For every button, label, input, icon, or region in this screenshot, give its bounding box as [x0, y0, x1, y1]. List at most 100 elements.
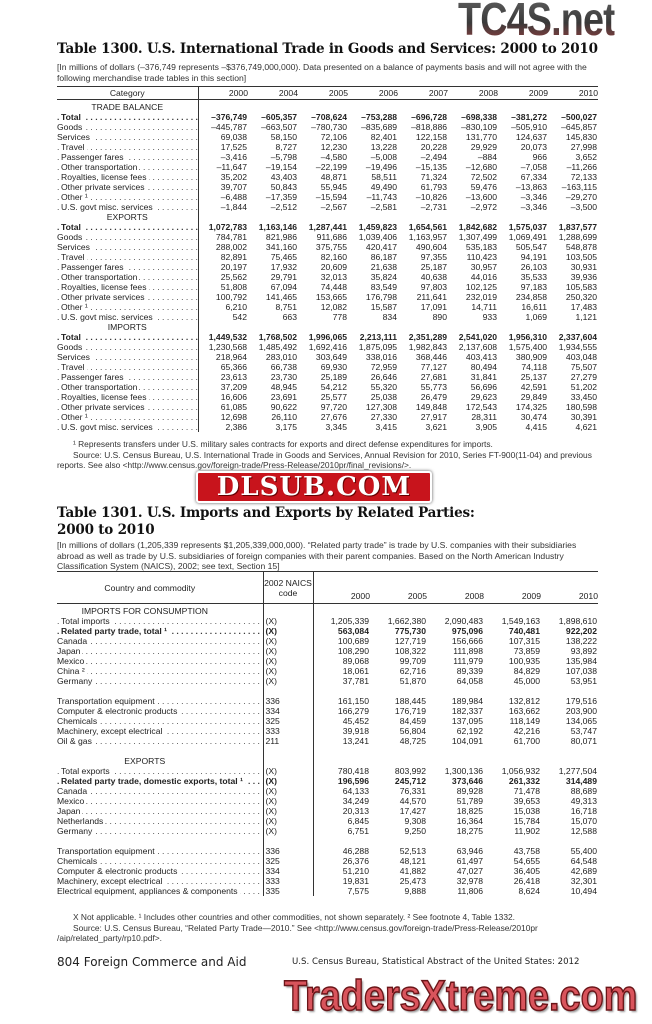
value-cell: 16,611 — [521, 302, 547, 312]
value-cell: 75,465 — [270, 252, 297, 262]
table-row: Other private services 39,707 50,843 55,945… — [57, 182, 598, 192]
value-cell: 107,038 — [565, 666, 597, 676]
value-cell: 375,755 — [315, 242, 347, 252]
value-cell: 16,718 — [570, 806, 597, 816]
table-row: Germany (X) 6,751 9,250 18,275 11,902 12,588 — [57, 826, 598, 836]
value-cell: 51,808 — [220, 282, 247, 292]
section-heading: IMPORTS — [57, 322, 199, 332]
value-cell: 45,452 — [342, 716, 369, 726]
value-cell: 663 — [282, 312, 297, 322]
value-cell: 67,094 — [270, 282, 297, 292]
value-cell: 97,720 — [320, 402, 347, 412]
value-cell: 100,935 — [508, 656, 540, 666]
value-cell: –3,346 — [520, 192, 547, 202]
row-label-text: Other private services — [61, 292, 147, 302]
value-cell: 1,121 — [575, 312, 597, 322]
empty-cell — [348, 322, 398, 332]
value-cell: 137,095 — [451, 716, 483, 726]
page-number-section: 804 Foreign Commerce and Aid — [57, 955, 247, 969]
table-row: Goods 784,781 821,986 911,686 1,039,406 1,163… — [57, 232, 598, 242]
value-cell: 63,946 — [456, 846, 483, 856]
value-cell: 890 — [432, 312, 447, 322]
value-cell: 83,549 — [370, 282, 397, 292]
value-cell: 32,978 — [456, 876, 483, 886]
row-label-text: Other private services — [61, 402, 147, 412]
empty-cell — [541, 604, 598, 617]
value-cell: 84,829 — [513, 666, 540, 676]
value-cell: 563,084 — [337, 626, 369, 636]
value-cell: –663,507 — [261, 122, 297, 132]
table-row: Royalties, license fees 16,606 23,691 25,57… — [57, 392, 598, 402]
value-cell: –3,500 — [570, 202, 597, 212]
value-cell: 132,812 — [508, 696, 540, 706]
value-cell: 30,391 — [570, 412, 597, 422]
table-row: Machinery, except electrical 333 19,831 25,… — [57, 876, 598, 886]
section-heading: EXPORTS — [57, 756, 264, 766]
value-cell: 3,621 — [425, 422, 447, 432]
naics-code: 333 — [263, 726, 314, 736]
value-cell: 288,002 — [215, 242, 247, 252]
value-cell: 20,609 — [320, 262, 347, 272]
value-cell: 35,824 — [370, 272, 397, 282]
table-row: U.S. govt misc. services 2,386 3,175 3,345 3… — [57, 422, 598, 432]
value-cell: 12,588 — [570, 826, 597, 836]
value-cell: 25,038 — [370, 392, 397, 402]
naics-code: 336 — [263, 846, 314, 856]
value-cell: 35,533 — [520, 272, 547, 282]
row-label-text: Oil & gas — [57, 736, 94, 746]
value-cell: 341,160 — [265, 242, 297, 252]
table-row: U.S. govt misc. services –1,844 –2,512 –2,5… — [57, 202, 598, 212]
table-row: Total exports (X) 780,418 803,992 1,300,136 1… — [57, 766, 598, 776]
value-cell: 53,747 — [570, 726, 597, 736]
value-cell: 1,842,682 — [458, 222, 497, 232]
table-row: Total imports (X) 1,205,339 1,662,380 2,090,… — [57, 616, 598, 626]
value-cell: 505,547 — [515, 242, 547, 252]
empty-cell — [263, 686, 314, 696]
table-1301-headnote: [In millions of dollars (1,205,339 repre… — [57, 540, 577, 571]
value-cell: 33,450 — [570, 392, 597, 402]
watermark-tc4s: TC4S.net — [458, 0, 615, 38]
value-cell: 780,418 — [337, 766, 369, 776]
row-label: U.S. govt misc. services — [57, 422, 199, 432]
empty-cell — [448, 100, 498, 113]
table-row: Electrical equipment, appliances & compo… — [57, 886, 598, 896]
value-cell: 180,598 — [565, 402, 597, 412]
naics-code: (X) — [263, 666, 314, 676]
value-cell: 94,191 — [520, 252, 547, 262]
value-cell: 911,686 — [316, 232, 347, 242]
value-cell: 3,415 — [375, 422, 397, 432]
value-cell: 76,331 — [399, 786, 426, 796]
naics-code: (X) — [263, 646, 314, 656]
value-cell: 172,543 — [465, 402, 497, 412]
table-row: Passenger fares –3,416 –5,798 –4,580 –5,008 –… — [57, 152, 598, 162]
column-header-year: 2008 — [478, 88, 498, 98]
row-label: Total exports — [57, 766, 264, 776]
value-cell: 32,301 — [570, 876, 597, 886]
column-header-year: 2006 — [378, 88, 398, 98]
row-label-text: Transportation equipment — [57, 846, 157, 856]
row-label-text: Other transportation — [61, 382, 140, 392]
value-cell: 36,405 — [513, 866, 540, 876]
value-cell: 43,758 — [513, 846, 540, 856]
section-heading: EXPORTS — [57, 212, 199, 222]
row-label-text: Travel — [61, 252, 87, 262]
value-cell: –2,581 — [370, 202, 397, 212]
value-cell: –708,624 — [311, 112, 347, 122]
value-cell: 1,654,561 — [408, 222, 447, 232]
value-cell: –2,731 — [420, 202, 447, 212]
row-label: Total imports — [57, 616, 264, 626]
value-cell: 6,845 — [347, 816, 369, 826]
row-label: Germany — [57, 676, 264, 686]
value-cell: 26,110 — [271, 412, 297, 422]
value-cell: 51,210 — [342, 866, 369, 876]
table-row: Computer & electronic products 334 51,210 4… — [57, 866, 598, 876]
value-cell: 42,216 — [513, 726, 540, 736]
value-cell: –818,886 — [411, 122, 447, 132]
value-cell: 218,964 — [215, 352, 247, 362]
row-label: Royalties, license fees — [57, 282, 199, 292]
value-cell: –12,680 — [465, 162, 497, 172]
value-cell: 82,401 — [370, 132, 397, 142]
value-cell: 69,038 — [220, 132, 247, 142]
value-cell: 3,175 — [275, 422, 297, 432]
column-header-year: 2010 — [578, 591, 598, 601]
